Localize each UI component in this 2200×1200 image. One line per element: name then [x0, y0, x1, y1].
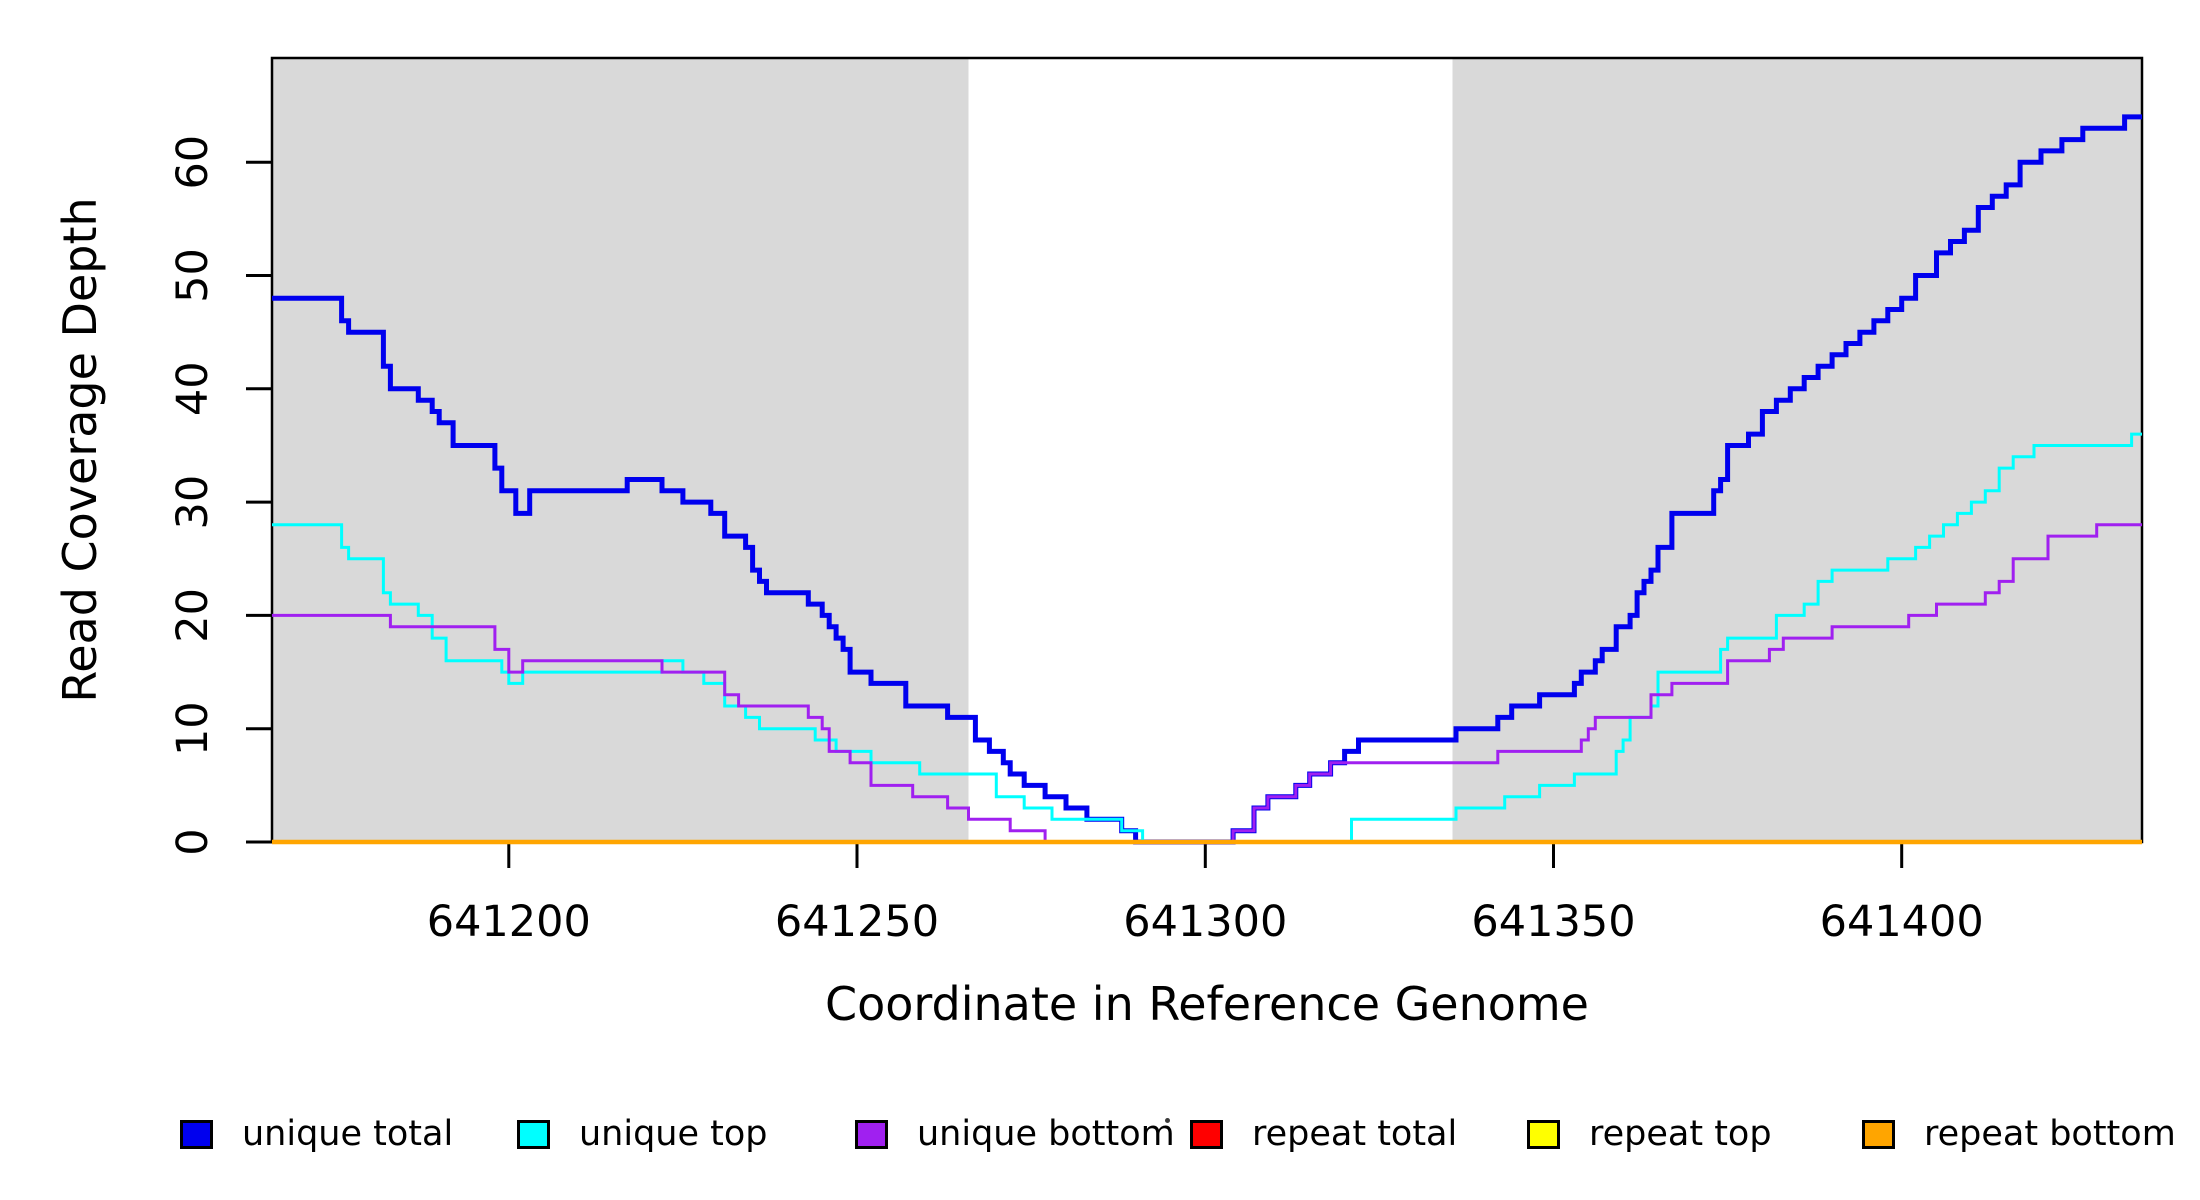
legend-label-repeat-bottom: repeat bottom [1924, 1114, 2176, 1154]
series-line-unique-bottom [272, 523, 2142, 844]
legend-item-unique-total: unique total [180, 1108, 453, 1160]
legend-swatch-unique-bottom [855, 1119, 888, 1149]
legend-swatch-unique-total [180, 1119, 213, 1149]
x-tick-label: 641400 [1820, 897, 1984, 947]
legend-label-repeat-total: repeat total [1252, 1114, 1458, 1154]
legend-label-unique-top: unique top [579, 1114, 768, 1154]
legend-swatch-repeat-top [1527, 1119, 1560, 1149]
legend-swatch-repeat-total [1190, 1119, 1223, 1149]
series-layer [272, 114, 2142, 845]
y-tick-label: 0 [168, 828, 218, 855]
legend-swatch-unique-top [517, 1119, 550, 1149]
legend-item-repeat-total: repeat total [1190, 1108, 1457, 1160]
legend-item-repeat-top: repeat top [1527, 1108, 1772, 1160]
x-tick-label: 641200 [427, 897, 591, 947]
x-tick-label: 641300 [1123, 897, 1287, 947]
x-axis-title: Coordinate in Reference Genome [825, 977, 1589, 1031]
legend-label-repeat-top: repeat top [1589, 1114, 1772, 1154]
x-tick-label: 641350 [1471, 897, 1635, 947]
shaded-region [1452, 58, 2142, 842]
stray-dot-artifact [1165, 1118, 1170, 1123]
y-tick-label: 50 [168, 248, 218, 303]
y-tick-label: 20 [168, 588, 218, 643]
legend-item-repeat-bottom: repeat bottom [1862, 1108, 2176, 1160]
legend-label-unique-bottom: unique bottom [917, 1114, 1175, 1154]
legend-label-unique-total: unique total [242, 1114, 454, 1154]
legend-item-unique-top: unique top [517, 1108, 768, 1160]
legend: unique total unique top unique bottom re… [0, 1108, 2200, 1168]
y-tick-label: 40 [168, 361, 218, 416]
shaded-region [272, 58, 969, 842]
series-line-unique-top [272, 432, 2142, 844]
y-tick-label: 60 [168, 135, 218, 190]
y-tick-label: 30 [168, 475, 218, 530]
shaded-regions-layer [272, 58, 2142, 842]
legend-item-unique-bottom: unique bottom [855, 1108, 1175, 1160]
x-tick-label: 641250 [775, 897, 939, 947]
y-tick-label: 10 [168, 701, 218, 756]
legend-swatch-repeat-bottom [1862, 1119, 1895, 1149]
y-axis-title: Read Coverage Depth [53, 197, 107, 702]
axis-ticks-layer: 641200 641250 641300 641350 641400 0 10 20 30 40 5… [168, 135, 1984, 947]
